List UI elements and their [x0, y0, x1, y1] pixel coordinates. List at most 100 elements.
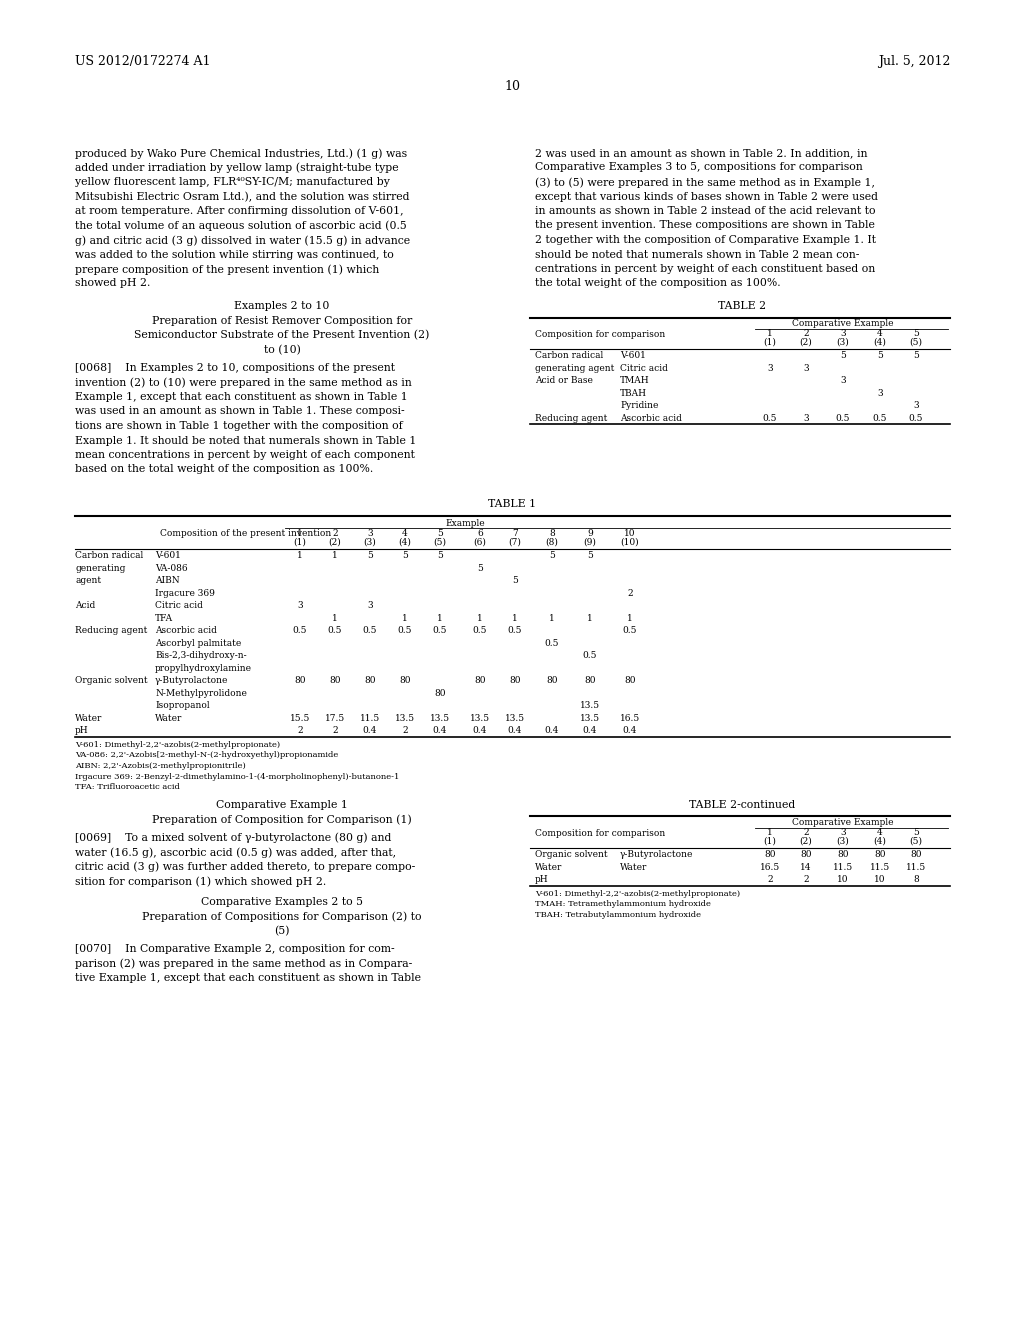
Text: pH: pH [75, 726, 89, 735]
Text: water (16.5 g), ascorbic acid (0.5 g) was added, after that,: water (16.5 g), ascorbic acid (0.5 g) wa… [75, 847, 396, 858]
Text: yellow fluorescent lamp, FLR⁴⁰SY-IC/M; manufactured by: yellow fluorescent lamp, FLR⁴⁰SY-IC/M; m… [75, 177, 390, 187]
Text: 0.5: 0.5 [293, 626, 307, 635]
Text: (3) to (5) were prepared in the same method as in Example 1,: (3) to (5) were prepared in the same met… [535, 177, 874, 187]
Text: 13.5: 13.5 [580, 714, 600, 723]
Text: except that various kinds of bases shown in Table 2 were used: except that various kinds of bases shown… [535, 191, 878, 202]
Text: 1: 1 [332, 614, 338, 623]
Text: 2: 2 [332, 529, 338, 539]
Text: 15.5: 15.5 [290, 714, 310, 723]
Text: [0069]    To a mixed solvent of γ-butyrolactone (80 g) and: [0069] To a mixed solvent of γ-butyrolac… [75, 833, 391, 843]
Text: Reducing agent: Reducing agent [535, 413, 607, 422]
Text: (3): (3) [837, 837, 849, 846]
Text: 3: 3 [368, 601, 373, 610]
Text: TABLE 2: TABLE 2 [718, 301, 766, 312]
Text: at room temperature. After confirming dissolution of V-601,: at room temperature. After confirming di… [75, 206, 403, 216]
Text: Isopropanol: Isopropanol [155, 701, 210, 710]
Text: 0.4: 0.4 [473, 726, 487, 735]
Text: mean concentrations in percent by weight of each component: mean concentrations in percent by weight… [75, 450, 415, 459]
Text: (9): (9) [584, 537, 596, 546]
Text: 0.5: 0.5 [623, 626, 637, 635]
Text: (5): (5) [909, 837, 923, 846]
Text: 2 was used in an amount as shown in Table 2. In addition, in: 2 was used in an amount as shown in Tabl… [535, 148, 867, 158]
Text: 1: 1 [297, 529, 303, 539]
Text: 1: 1 [627, 614, 633, 623]
Text: AIBN: AIBN [155, 577, 179, 585]
Text: 1: 1 [297, 552, 303, 560]
Text: 0.5: 0.5 [908, 413, 924, 422]
Text: (1): (1) [764, 837, 776, 846]
Text: (2): (2) [800, 338, 812, 347]
Text: 2: 2 [803, 828, 809, 837]
Text: 0.4: 0.4 [545, 726, 559, 735]
Text: the total weight of the composition as 100%.: the total weight of the composition as 1… [535, 279, 780, 289]
Text: Comparative Example 1: Comparative Example 1 [216, 800, 348, 810]
Text: 8: 8 [913, 875, 919, 884]
Text: Citric acid: Citric acid [620, 364, 668, 372]
Text: Acid: Acid [75, 601, 95, 610]
Text: 5: 5 [477, 564, 483, 573]
Text: 5: 5 [512, 577, 518, 585]
Text: agent: agent [75, 577, 101, 585]
Text: tive Example 1, except that each constituent as shown in Table: tive Example 1, except that each constit… [75, 973, 421, 983]
Text: 2 together with the composition of Comparative Example 1. It: 2 together with the composition of Compa… [535, 235, 876, 246]
Text: 80: 80 [474, 676, 485, 685]
Text: 5: 5 [437, 552, 443, 560]
Text: 80: 80 [625, 676, 636, 685]
Text: Ascorbic acid: Ascorbic acid [620, 413, 682, 422]
Text: (5): (5) [909, 338, 923, 347]
Text: 11.5: 11.5 [359, 714, 380, 723]
Text: added under irradiation by yellow lamp (straight-tube type: added under irradiation by yellow lamp (… [75, 162, 398, 173]
Text: 13.5: 13.5 [395, 714, 415, 723]
Text: 3: 3 [913, 401, 919, 411]
Text: 10: 10 [874, 875, 886, 884]
Text: Organic solvent: Organic solvent [75, 676, 147, 685]
Text: 14: 14 [800, 863, 812, 871]
Text: 5: 5 [913, 828, 919, 837]
Text: generating agent: generating agent [535, 364, 614, 372]
Text: 1: 1 [332, 552, 338, 560]
Text: 0.4: 0.4 [583, 726, 597, 735]
Text: showed pH 2.: showed pH 2. [75, 279, 151, 289]
Text: 7: 7 [512, 529, 518, 539]
Text: 13.5: 13.5 [470, 714, 490, 723]
Text: (3): (3) [364, 537, 377, 546]
Text: 80: 80 [294, 676, 306, 685]
Text: was used in an amount as shown in Table 1. These composi-: was used in an amount as shown in Table … [75, 407, 404, 417]
Text: citric acid (3 g) was further added thereto, to prepare compo-: citric acid (3 g) was further added ther… [75, 862, 416, 873]
Text: Example 1. It should be noted that numerals shown in Table 1: Example 1. It should be noted that numer… [75, 436, 417, 446]
Text: 5: 5 [913, 351, 919, 360]
Text: VA-086: VA-086 [155, 564, 187, 573]
Text: 3: 3 [840, 828, 846, 837]
Text: VA-086: 2,2'-Azobis[2-methyl-N-(2-hydroxyethyl)propionamide: VA-086: 2,2'-Azobis[2-methyl-N-(2-hydrox… [75, 751, 338, 759]
Text: (2): (2) [329, 537, 341, 546]
Text: 0.5: 0.5 [508, 626, 522, 635]
Text: (8): (8) [546, 537, 558, 546]
Text: 80: 80 [365, 676, 376, 685]
Text: Comparative Examples 3 to 5, compositions for comparison: Comparative Examples 3 to 5, composition… [535, 162, 863, 173]
Text: Carbon radical: Carbon radical [75, 552, 143, 560]
Text: Semiconductor Substrate of the Present Invention (2): Semiconductor Substrate of the Present I… [134, 330, 430, 341]
Text: 2: 2 [332, 726, 338, 735]
Text: 1: 1 [767, 828, 773, 837]
Text: 3: 3 [803, 413, 809, 422]
Text: pH: pH [535, 875, 549, 884]
Text: invention (2) to (10) were prepared in the same method as in: invention (2) to (10) were prepared in t… [75, 378, 412, 388]
Text: centrations in percent by weight of each constituent based on: centrations in percent by weight of each… [535, 264, 876, 275]
Text: N-Methylpyrolidone: N-Methylpyrolidone [155, 689, 247, 698]
Text: 80: 80 [800, 850, 812, 859]
Text: tions are shown in Table 1 together with the composition of: tions are shown in Table 1 together with… [75, 421, 402, 432]
Text: 8: 8 [549, 529, 555, 539]
Text: Comparative Examples 2 to 5: Comparative Examples 2 to 5 [201, 896, 362, 907]
Text: Composition of the present invention: Composition of the present invention [160, 529, 331, 539]
Text: 11.5: 11.5 [869, 863, 890, 871]
Text: γ-Butyrolactone: γ-Butyrolactone [620, 850, 693, 859]
Text: the total volume of an aqueous solution of ascorbic acid (0.5: the total volume of an aqueous solution … [75, 220, 407, 231]
Text: Water: Water [75, 714, 102, 723]
Text: 5: 5 [878, 351, 883, 360]
Text: 5: 5 [587, 552, 593, 560]
Text: (1): (1) [764, 338, 776, 347]
Text: TFA: TFA [155, 614, 173, 623]
Text: 10: 10 [504, 81, 520, 92]
Text: 0.4: 0.4 [362, 726, 377, 735]
Text: 1: 1 [437, 614, 442, 623]
